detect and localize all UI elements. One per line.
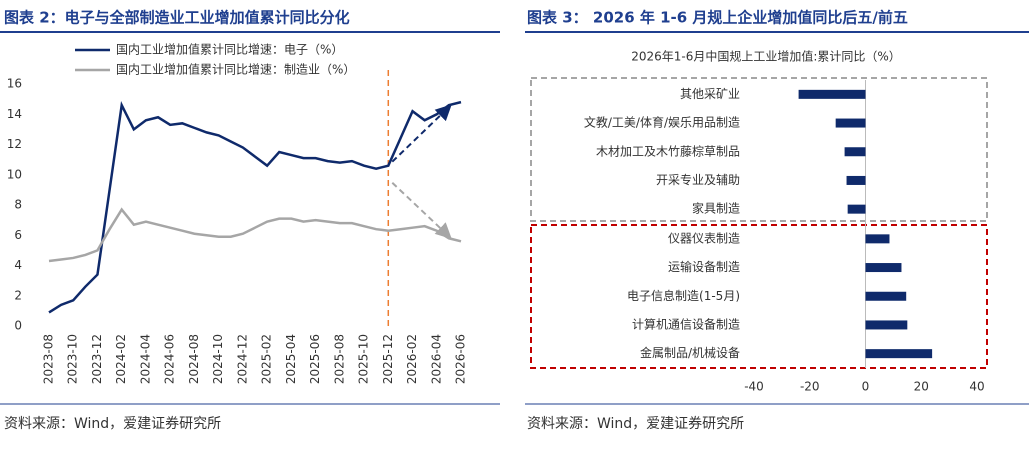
top-five-box	[530, 224, 988, 369]
x-tick-label: 2023-08	[42, 334, 56, 384]
bar	[865, 320, 908, 330]
x-tick-label: 2024-12	[235, 334, 249, 384]
trend-arrow	[391, 104, 452, 163]
x-tick-label: 2026-02	[405, 334, 419, 384]
y-tick-label: 电子信息制造(1-5月)	[627, 288, 740, 303]
chart-title: 图表 3： 2026 年 1-6 月规上企业增加值同比后五/前五	[527, 9, 908, 27]
chart-title: 图表 2：电子与全部制造业工业增加值累计同比分化	[4, 9, 350, 27]
x-tick-label: 2026-04	[429, 334, 443, 384]
x-tick-label: 2026-06	[454, 334, 468, 384]
y-tick-label: 仪器仪表制造	[668, 231, 740, 245]
y-tick-label: 金属制品/机械设备	[640, 345, 740, 360]
bar	[865, 349, 933, 359]
bar	[865, 263, 902, 273]
bar	[798, 89, 866, 99]
x-tick-label: -40	[744, 380, 764, 394]
x-tick-label: 2024-10	[211, 334, 225, 384]
y-tick-label: 16	[7, 77, 22, 91]
y-tick-label: 10	[7, 167, 22, 181]
series-line	[48, 100, 462, 314]
source: 资料来源：Wind，爱建证券研究所	[4, 416, 221, 432]
legend-label: 国内工业增加值累计同比增速：制造业（%）	[116, 62, 355, 77]
y-tick-label: 木材加工及木竹藤棕草制品	[596, 143, 740, 158]
bar	[844, 147, 866, 157]
series-line	[48, 207, 462, 263]
y-tick-label: 文教/工美/体育/娱乐用品制造	[584, 115, 740, 130]
bar	[865, 291, 907, 301]
x-tick-label: -20	[800, 380, 820, 394]
y-tick-label: 0	[14, 319, 22, 333]
y-tick-label: 6	[14, 228, 22, 242]
chart-subtitle: 2026年1-6月中国规上工业增加值:累计同比（%）	[631, 49, 901, 64]
bar	[846, 175, 866, 185]
x-tick-label: 2024-04	[138, 334, 152, 384]
bar	[865, 234, 890, 244]
x-tick-label: 2025-04	[284, 334, 298, 384]
trend-arrow	[391, 181, 452, 240]
y-tick-label: 14	[7, 107, 22, 121]
y-tick-label: 家具制造	[692, 201, 740, 216]
y-tick-label: 4	[14, 258, 22, 272]
x-tick-label: 2025-12	[381, 334, 395, 384]
x-tick-label: 2024-08	[187, 334, 201, 384]
x-tick-label: 2023-12	[90, 334, 104, 384]
y-tick-label: 开采专业及辅助	[656, 172, 740, 187]
bar	[835, 118, 866, 128]
x-tick-label: 20	[914, 380, 929, 394]
y-tick-label: 2	[14, 288, 22, 302]
x-tick-label: 2025-02	[260, 334, 274, 384]
y-tick-label: 8	[14, 198, 22, 212]
bar	[847, 204, 866, 214]
legend-label: 国内工业增加值累计同比增速：电子（%）	[116, 42, 343, 57]
y-tick-label: 其他采矿业	[680, 87, 740, 101]
x-tick-label: 2024-02	[114, 334, 128, 384]
x-tick-label: 2023-10	[66, 334, 80, 384]
x-tick-label: 2024-06	[163, 334, 177, 384]
x-tick-label: 40	[969, 380, 984, 394]
y-tick-label: 运输设备制造	[668, 259, 740, 274]
x-tick-label: 2025-08	[332, 334, 346, 384]
y-tick-label: 计算机通信设备制造	[632, 316, 740, 331]
x-tick-label: 0	[862, 380, 870, 394]
y-tick-label: 12	[7, 137, 22, 151]
x-tick-label: 2025-10	[357, 334, 371, 384]
source: 资料来源：Wind，爱建证券研究所	[527, 416, 744, 432]
x-tick-label: 2025-06	[308, 334, 322, 384]
